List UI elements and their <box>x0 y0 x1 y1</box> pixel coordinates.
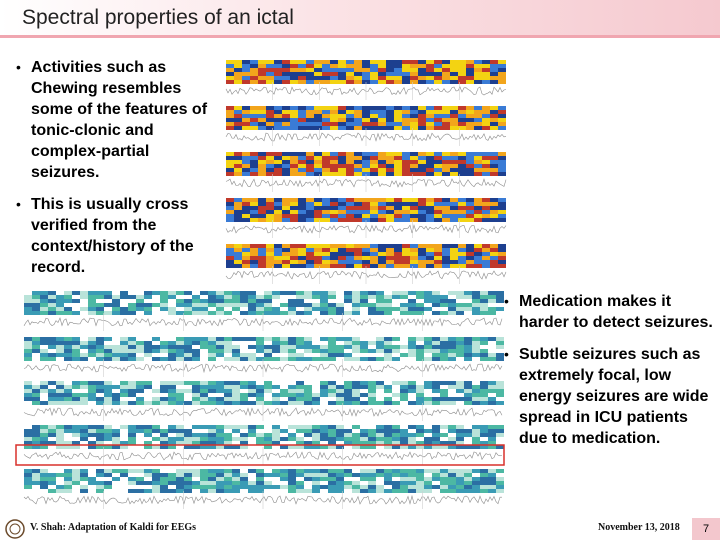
left-bullet-list: • Activities such as Chewing resembles s… <box>16 57 216 289</box>
ictal-spectrogram-panel <box>210 56 508 290</box>
bullet-item: • Activities such as Chewing resembles s… <box>16 57 216 183</box>
bullet-item: • Subtle seizures such as extremely foca… <box>504 344 716 449</box>
bullet-dot-icon: • <box>16 59 21 75</box>
title-bar: Spectral properties of an ictal <box>0 0 720 38</box>
footer-date: November 13, 2018 <box>598 522 680 533</box>
bullet-item: • Medication makes it harder to detect s… <box>504 291 716 333</box>
bullet-dot-icon: • <box>504 346 509 362</box>
page-number: 7 <box>692 518 720 540</box>
bullet-text: This is usually cross verified from the … <box>31 196 194 276</box>
bullet-item: • This is usually cross verified from th… <box>16 194 216 278</box>
slide-title: Spectral properties of an ictal <box>22 6 294 29</box>
subtle-seizure-spectrogram-panel <box>8 287 506 512</box>
university-seal-icon <box>5 519 25 539</box>
bullet-dot-icon: • <box>16 196 21 212</box>
bullet-text: Medication makes it harder to detect sei… <box>519 293 713 331</box>
bullet-text: Activities such as Chewing resembles som… <box>31 59 208 181</box>
highlight-box <box>15 444 505 466</box>
right-bullet-list: • Medication makes it harder to detect s… <box>504 291 716 460</box>
bullet-dot-icon: • <box>504 293 509 309</box>
footer-author: V. Shah: Adaptation of Kaldi for EEGs <box>30 522 197 533</box>
bullet-text: Subtle seizures such as extremely focal,… <box>519 346 709 447</box>
